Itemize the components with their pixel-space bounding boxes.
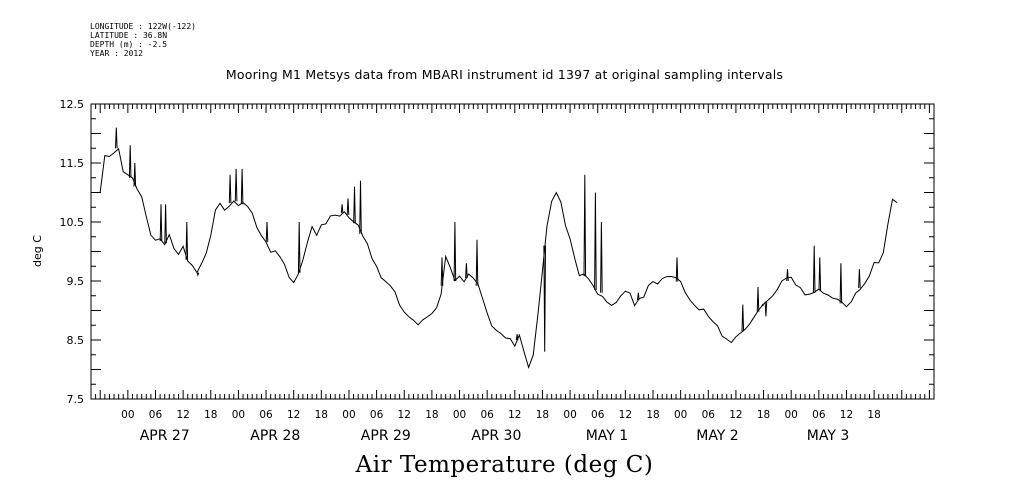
x-tick-label: 00 xyxy=(232,409,245,421)
y-axis: 12.5 11.5 10.5 9.5 8.5 7.5 xyxy=(60,98,934,406)
plot-frame xyxy=(90,103,935,400)
year-label: YEAR : 2012 xyxy=(90,49,143,58)
x-tick-label: 18 xyxy=(867,409,880,421)
x-tick-label: 06 xyxy=(591,409,605,421)
x-tick-label: 18 xyxy=(204,409,217,421)
series-group xyxy=(99,127,898,369)
data-spike xyxy=(786,269,789,282)
data-spike xyxy=(128,145,132,178)
data-spike xyxy=(818,257,822,291)
data-spike xyxy=(756,286,760,312)
x-tick-label: 12 xyxy=(619,409,632,421)
chart-title: Mooring M1 Metsys data from MBARI instru… xyxy=(225,67,784,82)
x-tick-label: 06 xyxy=(702,409,716,421)
x-tick-label: 12 xyxy=(729,409,742,421)
x-axis: 00 06 12 18 00 06 12 18 00 06 12 18 00 06 12 18 00 06 12 18… xyxy=(90,104,935,444)
x-tick-label: 12 xyxy=(508,409,521,421)
depth-label: DEPTH (m) : -2.5 xyxy=(90,40,168,49)
data-spike xyxy=(839,263,843,304)
data-spike xyxy=(185,221,189,260)
x-tick-label: 06 xyxy=(370,409,384,421)
data-spike xyxy=(812,245,816,293)
data-spike xyxy=(543,245,546,352)
x-tick-label: 12 xyxy=(840,409,853,421)
data-spike xyxy=(741,304,745,332)
x-tick-label: 18 xyxy=(315,409,328,421)
data-spike xyxy=(234,168,238,202)
x-tick-label: 06 xyxy=(259,409,273,421)
data-spike xyxy=(675,257,679,282)
data-spike xyxy=(600,221,603,293)
x-tick-label: 00 xyxy=(342,409,355,421)
latitude-label: LATITUDE : 36.8N xyxy=(90,31,168,40)
data-spike xyxy=(159,204,163,241)
data-spike xyxy=(297,221,301,273)
x-tick-label: 06 xyxy=(812,409,826,421)
x-day-label: MAY 1 xyxy=(586,428,628,444)
x-tick-label: 18 xyxy=(646,409,659,421)
data-spike xyxy=(353,186,356,224)
y-tick-label: 12.5 xyxy=(60,98,85,111)
air-temperature-line xyxy=(99,147,898,369)
x-day-label: MAY 3 xyxy=(807,428,849,444)
data-spike xyxy=(340,204,344,214)
data-spike xyxy=(346,198,350,215)
data-spike xyxy=(465,263,468,279)
x-tick-label: 18 xyxy=(757,409,770,421)
data-spike xyxy=(583,174,587,277)
x-tick-label: 18 xyxy=(425,409,438,421)
x-tick-label: 18 xyxy=(536,409,549,421)
y-tick-label: 8.5 xyxy=(67,334,85,347)
x-tick-label: 00 xyxy=(453,409,466,421)
data-spike xyxy=(761,303,764,307)
data-spike xyxy=(594,192,597,290)
data-spike xyxy=(240,168,244,205)
data-spike xyxy=(265,221,269,243)
x-tick-label: 06 xyxy=(480,409,494,421)
y-tick-label: 10.5 xyxy=(60,216,85,229)
x-tick-label: 12 xyxy=(287,409,300,421)
data-spike xyxy=(164,204,167,244)
x-tick-label: 00 xyxy=(563,409,576,421)
x-tick-label: 12 xyxy=(176,409,189,421)
footer-title: Air Temperature (deg C) xyxy=(355,452,654,478)
data-spike xyxy=(196,272,200,277)
data-spike xyxy=(475,239,479,286)
y-tick-label: 9.5 xyxy=(67,275,85,288)
data-spike xyxy=(453,221,457,282)
longitude-label: LONGITUDE : 122W(-122) xyxy=(90,22,196,31)
x-day-label: APR 27 xyxy=(140,428,190,444)
data-spike xyxy=(133,162,137,187)
data-spike xyxy=(858,269,861,289)
data-spike xyxy=(637,292,640,300)
y-axis-label: deg C xyxy=(31,235,44,267)
x-day-label: APR 29 xyxy=(361,428,411,444)
x-tick-label: 06 xyxy=(149,409,163,421)
x-day-label: MAY 2 xyxy=(696,428,738,444)
x-tick-label: 12 xyxy=(398,409,411,421)
x-tick-label: 00 xyxy=(674,409,687,421)
x-day-label: APR 28 xyxy=(250,428,300,444)
x-day-label: APR 30 xyxy=(471,428,521,444)
data-spike xyxy=(764,301,768,317)
y-tick-label: 11.5 xyxy=(60,157,85,170)
x-tick-label: 00 xyxy=(785,409,798,421)
x-tick-label: 00 xyxy=(121,409,134,421)
data-spike xyxy=(115,127,118,149)
data-spike xyxy=(440,257,444,286)
data-spike xyxy=(359,180,362,234)
data-spike xyxy=(515,334,519,341)
data-spike xyxy=(228,174,232,204)
y-tick-label: 7.5 xyxy=(67,393,85,406)
